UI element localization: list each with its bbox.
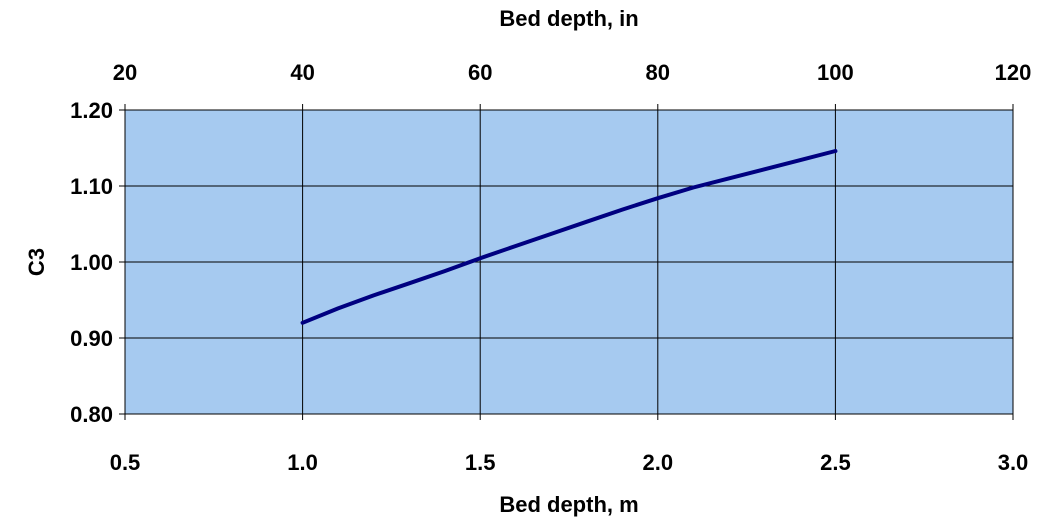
y-tick-label: 0.80	[70, 402, 113, 427]
grid-lines	[125, 110, 1013, 414]
axes	[119, 104, 1014, 420]
y-tick-label: 1.00	[70, 250, 113, 275]
top-x-tick-label: 120	[995, 60, 1032, 85]
y-axis-title: C3	[24, 248, 49, 276]
top-x-axis-title: Bed depth, in	[499, 6, 638, 31]
tick-labels: 0.5 1.0 1.5 2.0 2.5 3.0 20 40 60 80 100 120 0.80 0.90…	[70, 60, 1031, 475]
y-tick-label: 0.90	[70, 326, 113, 351]
y-tick-label: 1.10	[70, 174, 113, 199]
x-tick-label: 1.0	[287, 450, 318, 475]
top-x-tick-label: 100	[817, 60, 854, 85]
x-tick-label: 1.5	[465, 450, 496, 475]
x-tick-label: 2.5	[820, 450, 851, 475]
series-line	[300, 149, 838, 325]
x-tick-label: 3.0	[998, 450, 1029, 475]
top-x-tick-label: 60	[468, 60, 492, 85]
top-x-tick-label: 80	[646, 60, 670, 85]
y-tick-label: 1.20	[70, 98, 113, 123]
top-x-tick-label: 20	[113, 60, 137, 85]
top-x-tick-label: 40	[290, 60, 314, 85]
x-tick-label: 0.5	[110, 450, 141, 475]
x-axis-title: Bed depth, m	[499, 492, 638, 517]
x-tick-label: 2.0	[643, 450, 674, 475]
series-layer	[300, 149, 838, 325]
